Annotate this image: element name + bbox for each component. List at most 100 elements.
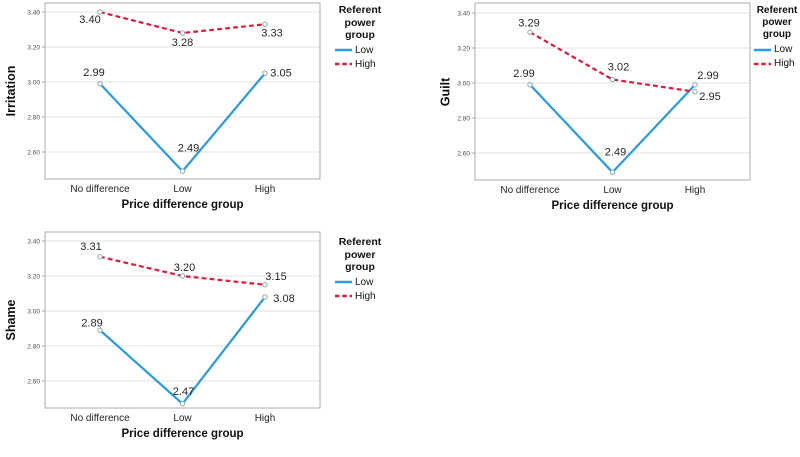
data-point-marker [692,82,698,88]
y-tick-label: 3.20 [27,273,40,280]
legend-item-low: Low [335,45,399,56]
data-point-marker [262,282,268,288]
y-tick-label: 3.40 [27,238,40,245]
data-point-marker [262,21,268,27]
legend-dashed-line-swatch-icon [754,62,771,65]
data-point-marker [179,30,186,36]
data-point-label: 2.89 [81,317,102,329]
legend-item-high: High [754,58,800,69]
data-point-marker [97,327,103,333]
y-tick-label: 2.80 [27,343,40,350]
chart-panel-shame: Shame 3.40 3.20 3.00 2.80 2.60 No difference Lo… [0,220,396,457]
legend-item-high: High [335,59,399,70]
data-point-label: 2.99 [697,70,718,82]
y-tick-label: 3.00 [457,80,470,87]
data-point-label: 2.49 [605,146,626,158]
legend: Referent power group Low High [335,4,399,70]
data-point-label: 2.95 [699,91,720,103]
data-point-marker [609,169,616,175]
plot-area: 3.40 3.20 3.00 2.80 2.60 No difference Low High… [27,231,321,424]
legend-item-label: High [355,290,376,302]
x-category-label: High [685,185,706,196]
plot-area: 3.40 3.20 3.00 2.80 2.60 No difference Low High… [457,2,751,196]
y-tick-label: 3.00 [27,308,40,315]
data-point-label: 3.40 [79,14,100,26]
x-category-label: Low [603,185,622,196]
legend: Referent power group Low High [754,5,800,69]
legend-item-label: Low [774,44,793,55]
legend-item-label: Low [355,276,374,288]
legend-solid-line-swatch-icon [335,281,352,284]
data-point-label: 3.29 [518,17,539,29]
data-point-marker [179,168,186,174]
data-point-label: 3.05 [270,67,291,79]
x-category-label: No difference [500,185,560,196]
x-category-label: Low [173,184,192,195]
series-line-low [529,83,696,174]
x-category-label: No difference [70,184,130,195]
x-category-label: High [255,413,276,424]
plot-area: 3.40 3.20 3.00 2.80 2.60 No difference Low High… [27,2,321,195]
y-tick-label: 3.40 [457,10,470,17]
series-line-high [99,10,266,35]
data-point-marker [97,254,103,260]
legend-dashed-line-swatch-icon [335,295,352,298]
series-line-low [99,72,266,173]
x-category-label: No difference [70,413,130,424]
chart-panel-irritation: Irritation 3.40 3.20 3.00 2.80 2.60 No differe… [0,0,396,218]
y-tick-label: 2.80 [27,114,40,121]
plot-frame [44,2,321,180]
data-point-label: 3.31 [80,241,101,253]
data-point-label: 2.47 [173,386,194,398]
legend-title: Referent power group [338,236,382,274]
x-category-label: Low [173,413,192,424]
data-point-label: 3.08 [273,293,294,305]
legend-item-label: High [355,58,376,70]
data-point-label: 2.99 [83,67,104,79]
data-point-label: 2.49 [178,142,199,154]
data-point-label: 3.20 [174,262,195,274]
legend-item-label: High [774,58,795,69]
legend-solid-line-swatch-icon [754,48,771,51]
data-point-marker [179,401,186,407]
plot-frame [44,231,321,409]
y-tick-label: 2.80 [457,115,470,122]
data-point-marker [97,81,103,87]
data-point-label: 2.99 [513,68,534,80]
y-tick-label: 3.40 [27,9,40,16]
data-point-marker [527,29,533,35]
legend-solid-line-swatch-icon [335,49,352,52]
data-point-label: 3.28 [172,37,193,49]
data-point-label: 3.33 [261,27,282,39]
x-axis-title: Price difference group [551,200,674,212]
x-category-label: High [255,184,276,195]
legend-item-low: Low [335,277,399,288]
legend-item-high: High [335,291,399,302]
x-axis-title: Price difference group [121,428,244,440]
chart-panel-guilt: Guilt 3.40 3.20 3.00 2.80 2.60 No difference Lo… [400,0,800,218]
legend-item-label: Low [355,44,374,56]
x-axis-title: Price difference group [121,199,244,211]
legend-item-low: Low [754,44,800,55]
data-point-label: 3.02 [608,62,629,74]
legend-dashed-line-swatch-icon [335,63,352,66]
y-tick-label: 2.60 [457,150,470,157]
y-tick-label: 3.20 [27,44,40,51]
y-tick-label: 3.00 [27,79,40,86]
y-tick-label: 2.60 [27,378,40,385]
legend-title: Referent power group [338,4,382,42]
data-point-marker [262,70,268,76]
data-point-marker [609,76,616,83]
data-point-marker [692,89,698,95]
y-tick-label: 2.60 [27,149,40,156]
data-point-marker [262,294,268,300]
data-point-marker [527,82,533,88]
data-point-label: 3.15 [265,271,286,283]
data-point-marker [97,9,103,15]
data-point-marker [179,273,186,279]
plot-frame [474,2,751,181]
legend-title: Referent power group [756,5,798,40]
y-tick-label: 3.20 [457,45,470,52]
legend: Referent power group Low High [335,236,399,302]
